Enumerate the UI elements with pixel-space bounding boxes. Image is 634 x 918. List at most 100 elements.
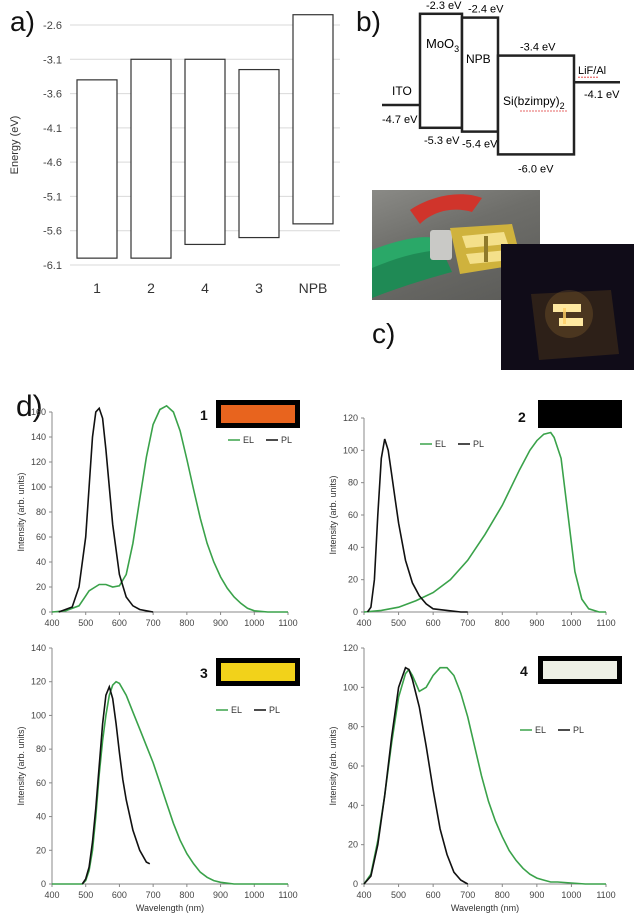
x-tick-label: 600 [426,890,441,900]
energy-level-chart: -2.6 -3.1 -3.6 -4.1 -4.6 -5.1 -5.6 -6.1 Energy (… [9,14,340,296]
y-tick-label: 40 [348,800,358,810]
legend-label: PL [281,435,292,445]
level-label: -4.1 eV [584,89,620,101]
legend-label: EL [231,705,242,715]
level-label: -6.0 eV [518,163,554,175]
y-tick-label: -5.1 [43,191,62,203]
y-tick-label: -2.6 [43,20,62,32]
y-tick-label: 120 [31,457,46,467]
x-category-label: 2 [147,280,155,296]
x-tick-label: 1000 [244,890,264,900]
x-tick-label: 500 [391,890,406,900]
x-tick-label: 500 [78,890,93,900]
y-tick-label: 120 [31,677,46,687]
y-tick-label: 80 [36,744,46,754]
level-label: -4.7 eV [382,114,418,126]
emission-color-swatch [543,405,617,423]
x-tick-label: 600 [112,890,127,900]
y-axis-label: Intensity (arb. units) [16,726,26,805]
y-tick-label: -5.6 [43,226,62,238]
y-tick-label: 160 [31,407,46,417]
x-tick-label: 900 [213,618,228,628]
level-label: -2.4 eV [468,4,504,16]
y-tick-label: 60 [36,778,46,788]
x-category-label: 4 [201,280,209,296]
series-line-el [363,431,606,613]
legend-label: EL [243,435,254,445]
y-tick-label: -4.6 [43,157,62,169]
y-tick-label: 20 [348,840,358,850]
y-tick-label: 0 [353,879,358,889]
x-tick-label: 500 [78,618,93,628]
y-tick-label: 60 [36,532,46,542]
sibzimpy-box [496,54,576,156]
x-tick-label: 600 [426,618,441,628]
level-label: -5.3 eV [424,135,460,147]
x-tick-label: 800 [495,618,510,628]
energy-bar [76,79,118,259]
y-axis-label: Intensity (arb. units) [328,475,338,554]
spectrum-chart-2: 0 20 40 60 80 100 120 400 500 600 700 800 900 1000 110… [328,400,622,628]
x-tick-label: 400 [44,618,59,628]
layer-label-ito: ITO [392,84,412,98]
y-tick-label: 100 [31,482,46,492]
legend-label: EL [535,725,546,735]
y-tick-label: -3.1 [43,54,62,66]
y-tick-label: 140 [31,432,46,442]
y-tick-label: 40 [348,542,358,552]
y-tick-label: 20 [348,575,358,585]
y-tick-label: 60 [348,510,358,520]
y-axis-label: Intensity (arb. units) [328,726,338,805]
x-tick-label: 1100 [596,618,615,628]
series-line-el [52,680,288,885]
legend-label: PL [573,725,584,735]
level-label: -5.4 eV [462,139,498,151]
y-tick-label: 100 [31,710,46,720]
y-tick-label: 140 [31,643,46,653]
sample-number: 2 [518,409,526,425]
panel-label-b: b) [356,6,381,37]
device-photo-on [501,244,634,370]
x-tick-label: 1000 [561,890,581,900]
energy-bar [184,58,226,246]
x-tick-label: 700 [146,618,161,628]
y-tick-label: 0 [41,879,46,889]
legend-label: EL [435,439,446,449]
x-tick-label: 700 [460,618,475,628]
energy-bar [292,14,334,225]
y-tick-label: -4.1 [43,123,62,135]
legend-label: PL [269,705,280,715]
y-tick-label: 100 [343,682,358,692]
y-tick-label: 0 [353,607,358,617]
series-line-el [51,404,288,613]
layer-label-lifal: LiF/Al [578,65,606,77]
x-tick-label: 600 [112,618,127,628]
y-tick-label: 80 [36,507,46,517]
energy-bar [130,58,172,259]
x-tick-label: 800 [179,618,194,628]
x-tick-label: 1000 [244,618,264,628]
x-category-label: NPB [299,280,328,296]
x-tick-label: 400 [356,890,371,900]
x-tick-label: 900 [213,890,228,900]
y-tick-label: 120 [343,413,358,423]
y-tick-label: 0 [41,607,46,617]
sample-number: 1 [200,407,208,423]
x-axis-label: Wavelength (nm) [451,903,519,913]
emission-color-swatch [221,663,295,681]
y-tick-label: -3.6 [43,89,62,101]
series-line-el [363,666,606,885]
x-tick-label: 400 [44,890,59,900]
series-line-pl [81,684,151,885]
sample-number: 4 [520,663,528,679]
y-tick-label: 80 [348,478,358,488]
x-axis-label: Wavelength (nm) [136,903,204,913]
y-tick-label: 120 [343,643,358,653]
layer-label-moo3: MoO3 [426,36,459,54]
emission-color-swatch [221,405,295,423]
level-label: -3.4 eV [520,42,556,54]
emission-color-swatch [543,661,617,679]
y-tick-label: 20 [36,582,46,592]
x-tick-label: 1100 [596,890,615,900]
spectrum-chart-3: 0 20 40 60 80 100 120 140 400 500 600 700 800 900 1000… [16,643,300,913]
